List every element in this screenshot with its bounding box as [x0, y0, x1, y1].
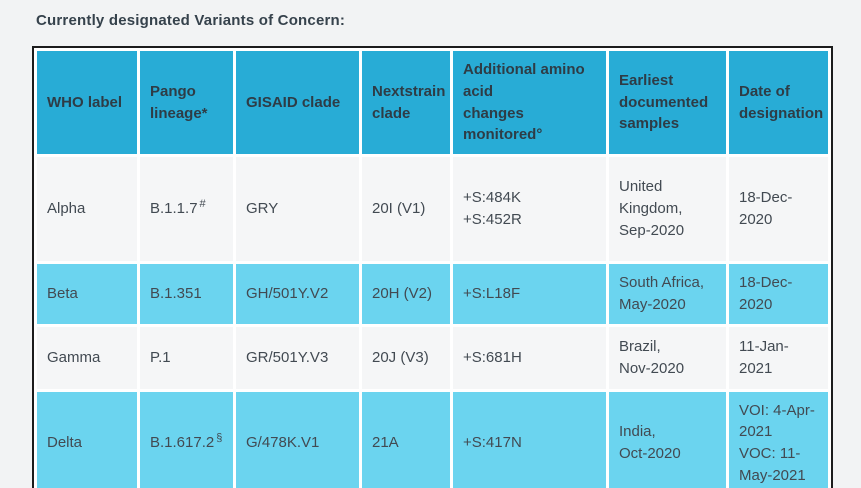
- col-header-date-of-designation: Date of designation: [729, 51, 828, 154]
- cell-pango-lineage: B.1.351: [140, 264, 233, 324]
- pango-footnote-mark: #: [199, 198, 206, 211]
- cell-who-label: Alpha: [37, 157, 137, 261]
- col-header-pango-lineage: Pango lineage*: [140, 51, 233, 154]
- cell-gisaid-clade: G/478K.V1: [236, 391, 359, 488]
- cell-nextstrain-clade: 20H (V2): [362, 264, 450, 324]
- cell-date-of-designation: 18-Dec-2020: [729, 157, 828, 261]
- cell-earliest-samples: South Africa, May-2020: [609, 264, 726, 324]
- cell-nextstrain-clade: 21A: [362, 391, 450, 488]
- table-row-alpha: Alpha B.1.1.7 # GRY 20I (V1) +S:484K +S:4…: [37, 157, 828, 261]
- table-body: Alpha B.1.1.7 # GRY 20I (V1) +S:484K +S:4…: [37, 157, 828, 488]
- cell-who-label: Delta: [37, 391, 137, 488]
- cell-nextstrain-clade: 20I (V1): [362, 157, 450, 261]
- pango-footnote-mark: §: [216, 432, 223, 445]
- cell-date-of-designation: VOI: 4-Apr-2021 VOC: 11-May-2021: [729, 391, 828, 488]
- cell-gisaid-clade: GH/501Y.V2: [236, 264, 359, 324]
- col-header-amino-acid-changes: Additional amino acid changes monitored°: [453, 51, 606, 154]
- table-row-gamma: Gamma P.1 GR/501Y.V3 20J (V3) +S:681H Br…: [37, 326, 828, 389]
- col-header-earliest-samples: Earliest documented samples: [609, 51, 726, 154]
- col-header-nextstrain-clade: Nextstrain clade: [362, 51, 450, 154]
- cell-who-label: Gamma: [37, 326, 137, 389]
- col-header-gisaid-clade: GISAID clade: [236, 51, 359, 154]
- cell-earliest-samples: India, Oct-2020: [609, 391, 726, 488]
- header-row: WHO label Pango lineage* GISAID clade Ne…: [37, 51, 828, 154]
- cell-pango-lineage: B.1.617.2 §: [140, 391, 233, 488]
- cell-who-label: Beta: [37, 264, 137, 324]
- cell-date-of-designation: 11-Jan-2021: [729, 326, 828, 389]
- table-row-delta: Delta B.1.617.2 § G/478K.V1 21A +S:417N I…: [37, 391, 828, 488]
- cell-amino-acid-changes: +S:L18F: [453, 264, 606, 324]
- variants-of-concern-table: WHO label Pango lineage* GISAID clade Ne…: [32, 46, 833, 488]
- cell-amino-acid-changes: +S:484K +S:452R: [453, 157, 606, 261]
- cell-gisaid-clade: GR/501Y.V3: [236, 326, 359, 389]
- cell-earliest-samples: United Kingdom, Sep-2020: [609, 157, 726, 261]
- cell-amino-acid-changes: +S:417N: [453, 391, 606, 488]
- cell-pango-lineage: P.1: [140, 326, 233, 389]
- cell-pango-lineage: B.1.1.7 #: [140, 157, 233, 261]
- cell-gisaid-clade: GRY: [236, 157, 359, 261]
- page-title: Currently designated Variants of Concern…: [36, 12, 346, 29]
- table-header: WHO label Pango lineage* GISAID clade Ne…: [37, 51, 828, 154]
- col-header-who-label: WHO label: [37, 51, 137, 154]
- cell-nextstrain-clade: 20J (V3): [362, 326, 450, 389]
- cell-date-of-designation: 18-Dec-2020: [729, 264, 828, 324]
- cell-earliest-samples: Brazil, Nov-2020: [609, 326, 726, 389]
- table-row-beta: Beta B.1.351 GH/501Y.V2 20H (V2) +S:L18F…: [37, 264, 828, 324]
- cell-amino-acid-changes: +S:681H: [453, 326, 606, 389]
